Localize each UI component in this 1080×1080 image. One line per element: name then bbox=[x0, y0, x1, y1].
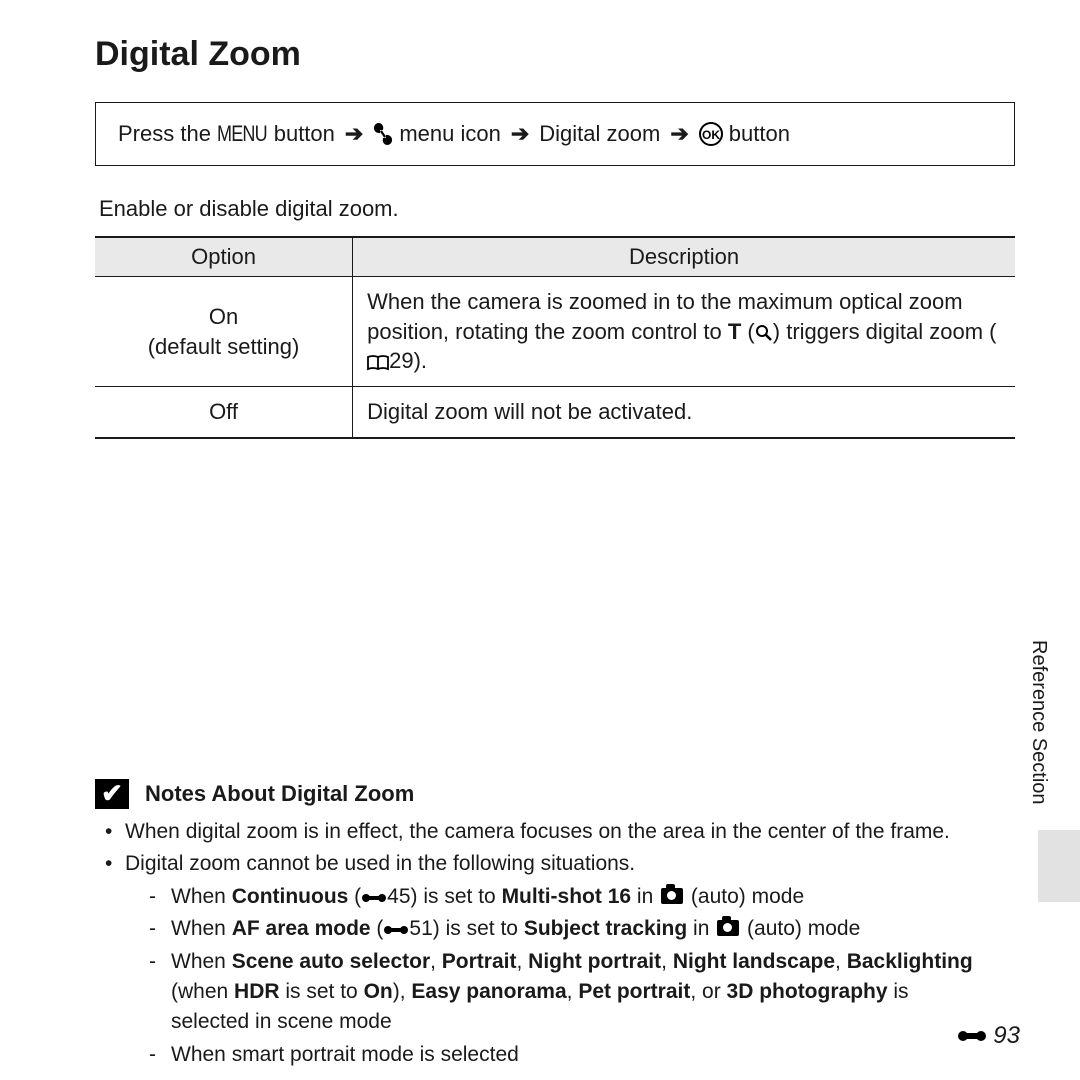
table-row: Off Digital zoom will not be activated. bbox=[95, 387, 1015, 438]
desc-text: ) triggers digital zoom ( bbox=[773, 319, 997, 344]
nav-text: button bbox=[729, 121, 790, 147]
desc-text: ( bbox=[741, 319, 754, 344]
note-sub: When AF area mode (51) is set to Subject… bbox=[149, 914, 975, 944]
desc-T: T bbox=[728, 319, 741, 344]
option-sub: (default setting) bbox=[148, 334, 300, 359]
nav-text: button bbox=[274, 121, 335, 147]
note-sub: When Continuous (45) is set to Multi-sho… bbox=[149, 882, 975, 912]
col-header-description: Description bbox=[353, 237, 1015, 277]
intro-text: Enable or disable digital zoom. bbox=[95, 196, 1015, 222]
side-tab bbox=[1038, 830, 1080, 902]
arrow-icon: ➔ bbox=[670, 121, 688, 147]
note-bullet: Digital zoom cannot be used in the follo… bbox=[105, 849, 975, 1070]
side-label: Reference Section bbox=[1027, 640, 1050, 805]
ok-button-icon: OK bbox=[699, 122, 723, 146]
menu-word: MENU bbox=[217, 121, 267, 147]
nav-path-box: Press the MENU button ➔ menu icon ➔ Digi… bbox=[95, 102, 1015, 166]
options-table: Option Description On (default setting) … bbox=[95, 236, 1015, 439]
svg-text:OK: OK bbox=[702, 128, 720, 142]
camera-icon bbox=[717, 920, 739, 936]
camera-icon bbox=[661, 888, 683, 904]
note-bullet: When digital zoom is in effect, the came… bbox=[105, 817, 975, 847]
desc-text: Digital zoom will not be activated. bbox=[353, 387, 1015, 438]
nav-text: Press the bbox=[118, 121, 211, 147]
option-name: On bbox=[209, 304, 238, 329]
magnifier-icon bbox=[755, 324, 773, 342]
nav-text: Digital zoom bbox=[539, 121, 660, 147]
wrench-icon bbox=[373, 122, 393, 146]
page-number-text: 93 bbox=[993, 1022, 1020, 1050]
nav-text: menu icon bbox=[399, 121, 501, 147]
option-name: Off bbox=[95, 387, 353, 438]
note-sub: When smart portrait mode is selected bbox=[149, 1040, 975, 1070]
col-header-option: Option bbox=[95, 237, 353, 277]
page-number: 93 bbox=[957, 1022, 1020, 1050]
ref-icon bbox=[957, 1028, 987, 1044]
ref-icon bbox=[361, 891, 387, 905]
note-text: Digital zoom cannot be used in the follo… bbox=[125, 852, 635, 875]
arrow-icon: ➔ bbox=[345, 121, 363, 147]
book-icon bbox=[367, 355, 389, 371]
ref-icon bbox=[383, 923, 409, 937]
check-icon: ✔ bbox=[95, 779, 129, 809]
page-title: Digital Zoom bbox=[95, 35, 1015, 74]
desc-text: ). bbox=[414, 348, 427, 373]
notes-title: Notes About Digital Zoom bbox=[145, 781, 414, 807]
note-sub: When Scene auto selector, Portrait, Nigh… bbox=[149, 947, 975, 1038]
table-row: On (default setting) When the camera is … bbox=[95, 277, 1015, 387]
arrow-icon: ➔ bbox=[511, 121, 529, 147]
notes-section: ✔ Notes About Digital Zoom When digital … bbox=[95, 779, 1015, 1071]
page-ref: 29 bbox=[389, 348, 413, 373]
